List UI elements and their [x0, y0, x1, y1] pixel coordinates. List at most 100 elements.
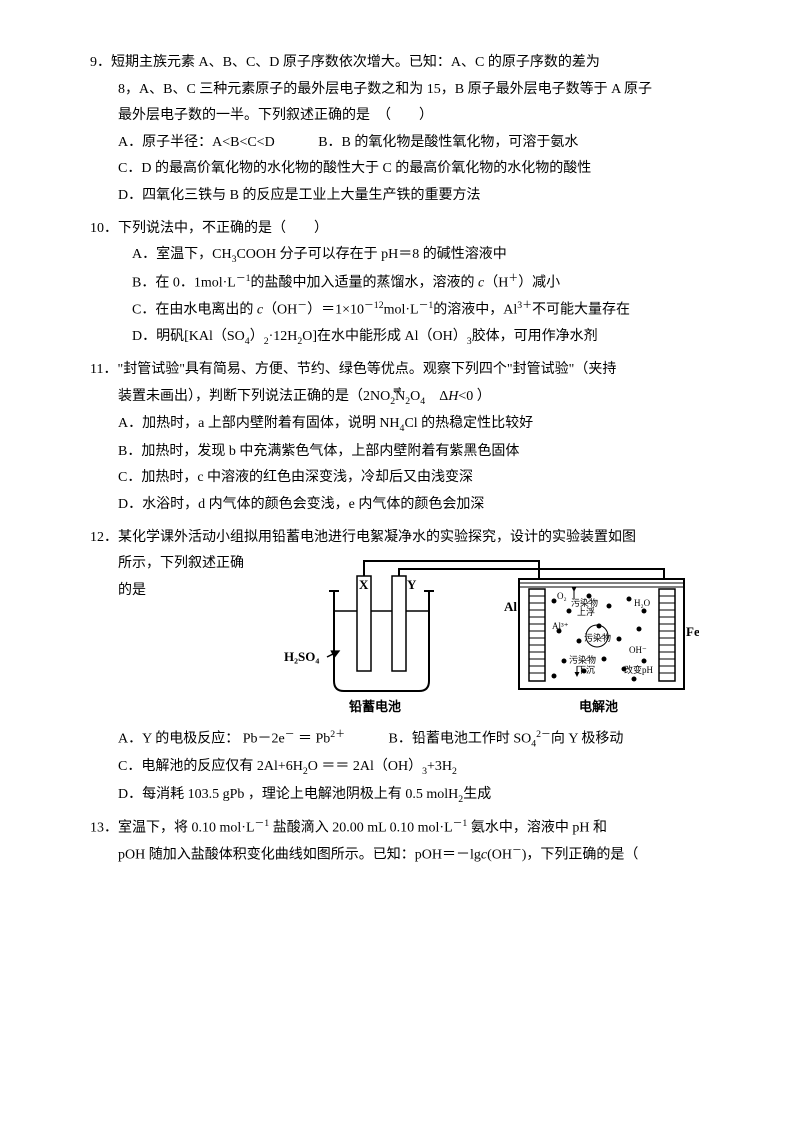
q11-optD: D．水浴时，d 内气体的颜色会变浅，e 内气体的颜色会加深 — [90, 492, 720, 519]
q10-optC: C．在由水电离出的 c（OH－）＝1×10－12mol·L－1的溶液中，Al3＋… — [90, 297, 720, 324]
q11-stem2-hk: H — [448, 389, 458, 404]
label-oh: OH⁻ — [629, 645, 647, 655]
q10-optB: B．在 0．1mol·L－1的盐酸中加入适量的蒸馏水，溶液的 c（H＋）减小 — [90, 270, 720, 297]
label-right-caption: 电解池 — [579, 699, 618, 714]
q9-line3: 最外层电子数的一半。下列叙述正确的是 （ ） — [90, 103, 720, 130]
q12-optB: B．铅蓄电池工作时 SO42－向 Y 极移动 — [389, 726, 624, 754]
label-down: 污染物 — [569, 654, 596, 665]
sup-neg: － — [297, 300, 307, 311]
q13-stem1-mid: 盐酸滴入 20.00 mL 0.10 mol·L — [269, 821, 452, 836]
label-up2: 上浮 — [577, 606, 595, 617]
q12-optA-eq: ＝ Pb — [295, 732, 331, 747]
q13-stem1-pre: 室温下，将 0.10 mol·L — [118, 821, 255, 836]
label-h2so4: H₂SO₄ — [284, 649, 319, 664]
q10-optA: A．室温下，CH3COOH 分子可以存在于 pH＝8 的碱性溶液中 — [90, 242, 720, 269]
sup-3plus: 3＋ — [517, 300, 532, 311]
q12-optD-end: 生成 — [463, 787, 491, 802]
q11-optB: B．加热时，发现 b 中充满紫色气体，上部内壁附着有紫黑色固体 — [90, 439, 720, 466]
label-fe: Fe — [686, 624, 699, 639]
q10-optD: D．明矾[KAl（SO4）2·12H2O]在水中能形成 Al（OH）3胶体，可用… — [90, 324, 720, 351]
q10-optB-mid: 的盐酸中加入适量的蒸馏水，溶液的 — [251, 275, 479, 290]
label-h2o: H₂O — [634, 598, 651, 608]
question-12: 12．某化学课外活动小组拟用铅蓄电池进行电絮凝净水的实验探究，设计的实验装置如图… — [90, 525, 720, 809]
q10-optC-mol: mol·L — [384, 302, 419, 317]
sup-2neg: 2－ — [536, 729, 551, 740]
q12-optB-end: 向 Y 极移动 — [551, 732, 624, 747]
sup-neg1b: －1 — [419, 300, 434, 311]
q12-stem2: 所示，下列叙述正确 — [118, 551, 258, 578]
label-al: Al — [504, 599, 517, 614]
q13-stem1-end: 氨水中，溶液中 pH 和 — [467, 821, 607, 836]
label-Y: Y — [407, 577, 417, 592]
q10-optA-post: COOH 分子可以存在于 pH＝8 的碱性溶液中 — [236, 247, 506, 262]
label-down2: 下沉 — [577, 665, 595, 675]
q12-optC: C．电解池的反应仅有 2Al+6H2O ＝＝ 2Al（OH）3+3H2 — [90, 754, 720, 781]
q11-stem2-o: O — [410, 389, 420, 404]
q13-line2: pOH 随加入盐酸体积变化曲线如图所示。已知：pOH＝－lgc(OH－)，下列正… — [90, 842, 720, 869]
q13-stem2-end: )，下列正确的是（ — [522, 848, 639, 863]
q10-optD-pre: D．明矾[KAl（SO — [132, 329, 245, 344]
apparatus-diagram-icon: X Y H₂SO₄ 铅蓄电池 — [279, 551, 699, 726]
q11-optA-pre: A．加热时，a 上部内壁附着有固体，说明 NH — [118, 416, 400, 431]
q12-optA: A．Y 的电极反应： Pb－2e－ ＝ Pb2＋ — [118, 726, 345, 753]
q12-optD: D．每消耗 103.5 gPb ，理论上电解池阴极上有 0.5 molH2生成 — [90, 782, 720, 809]
label-o2: O₂ — [557, 591, 567, 601]
q10-optD-mid: ·12H — [269, 329, 298, 344]
label-ph: 改变pH — [624, 664, 654, 675]
q10-optB-paren: （H — [484, 275, 508, 290]
q10-stem: 下列说法中，不正确的是（ ） — [118, 221, 328, 236]
q11-num: 11． — [90, 362, 117, 377]
q9-optB: B．B 的氧化物是酸性氧化物，可溶于氨水 — [318, 130, 578, 157]
sup-neg12: －12 — [364, 300, 384, 311]
q11-optC: C．加热时，c 中溶液的红色由深变浅，冷却后又由浅变深 — [90, 465, 720, 492]
q13-stem2-oh: (OH — [487, 848, 512, 863]
q10-optC-eq: ）＝1×10 — [307, 302, 364, 317]
q12-optD-pre: D．每消耗 103.5 gPb ，理论上电解池阴极上有 0.5 molH — [118, 787, 458, 802]
q11-stem1: "封管试验"具有简易、方便、节约、绿色等优点。观察下列四个"封管试验"（夹持 — [117, 362, 616, 377]
q12-optB-pre: B．铅蓄电池工作时 SO — [389, 732, 532, 747]
sup-neg1: －1 — [236, 273, 251, 284]
q10-optC-final: 不可能大量存在 — [532, 302, 630, 317]
sub-2f: 2 — [452, 766, 457, 777]
q13-line1: 13．室温下，将 0.10 mol·L－1 盐酸滴入 20.00 mL 0.10… — [90, 815, 720, 842]
q11-optA: A．加热时，a 上部内壁附着有固体，说明 NH4Cl 的热稳定性比较好 — [90, 411, 720, 438]
q10-optA-pre: A．室温下，CH — [132, 247, 232, 262]
q11-optA-end: Cl 的热稳定性比较好 — [404, 416, 533, 431]
q9-stem1: 短期主族元素 A、B、C、D 原子序数依次增大。已知：A、C 的原子序数的差为 — [111, 55, 600, 70]
q10-optB-pre: B．在 0．1mol·L — [132, 275, 236, 290]
q12-num: 12． — [90, 530, 118, 545]
sup-2plus: 2＋ — [330, 729, 345, 740]
q12-opts-ab: A．Y 的电极反应： Pb－2e－ ＝ Pb2＋ B．铅蓄电池工作时 SO42－… — [90, 726, 720, 754]
q11-line1: 11．"封管试验"具有简易、方便、节约、绿色等优点。观察下列四个"封管试验"（夹… — [90, 357, 720, 384]
q10-optC-end: 的溶液中，Al — [433, 302, 517, 317]
q10-num: 10． — [90, 221, 118, 236]
q10-optD-o: O]在水中能形成 Al（OH） — [302, 329, 467, 344]
question-10: 10．下列说法中，不正确的是（ ） A．室温下，CH3COOH 分子可以存在于 … — [90, 216, 720, 352]
q12-stem-left: 所示，下列叙述正确 的是 — [90, 551, 258, 726]
q10-line1: 10．下列说法中，不正确的是（ ） — [90, 216, 720, 243]
question-11: 11．"封管试验"具有简易、方便、节约、绿色等优点。观察下列四个"封管试验"（夹… — [90, 357, 720, 518]
q11-stem2-end: <0 ） — [458, 389, 490, 404]
question-9: 9．短期主族元素 A、B、C、D 原子序数依次增大。已知：A、C 的原子序数的差… — [90, 50, 720, 210]
q10-optB-end: ）减小 — [518, 275, 560, 290]
q9-opts-ab: A．原子半径：A<B<C<D B．B 的氧化物是酸性氧化物，可溶于氨水 — [90, 130, 720, 157]
q11-stem2-dh: Δ — [425, 389, 448, 404]
q11-stem2-pre: 装置未画出），判断下列说法正确的是（2NO — [118, 389, 390, 404]
q12-stem1: 某化学课外活动小组拟用铅蓄电池进行电絮凝净水的实验探究，设计的实验装置如图 — [118, 530, 636, 545]
q13-stem2-pre: pOH 随加入盐酸体积变化曲线如图所示。已知：pOH＝－lg — [118, 848, 481, 863]
q9-num: 9． — [90, 55, 111, 70]
q12-optC-pre: C．电解池的反应仅有 2Al+6H — [118, 759, 303, 774]
q9-line1: 9．短期主族元素 A、B、C、D 原子序数依次增大。已知：A、C 的原子序数的差… — [90, 50, 720, 77]
sub-4d: 4 — [531, 739, 536, 750]
question-13: 13．室温下，将 0.10 mol·L－1 盐酸滴入 20.00 mL 0.10… — [90, 815, 720, 870]
q9-optD: D．四氧化三铁与 B 的反应是工业上大量生产铁的重要方法 — [90, 183, 720, 210]
label-X: X — [359, 577, 369, 592]
q12-stem3: 的是 — [118, 578, 258, 605]
sup-plus: ＋ — [508, 273, 518, 284]
q9-optA: A．原子半径：A<B<C<D — [118, 130, 275, 157]
q9-optC: C．D 的最高价氧化物的水化物的酸性大于 C 的最高价氧化物的水化物的酸性 — [90, 156, 720, 183]
q9-line2: 8，A、B、C 三种元素原子的最外层电子数之和为 15，B 原子最外层电子数等于… — [90, 77, 720, 104]
label-left-caption: 铅蓄电池 — [349, 699, 401, 714]
sup-neg1c: －1 — [255, 818, 270, 829]
q12-optC-mid: O ＝＝ 2Al（OH） — [308, 759, 422, 774]
